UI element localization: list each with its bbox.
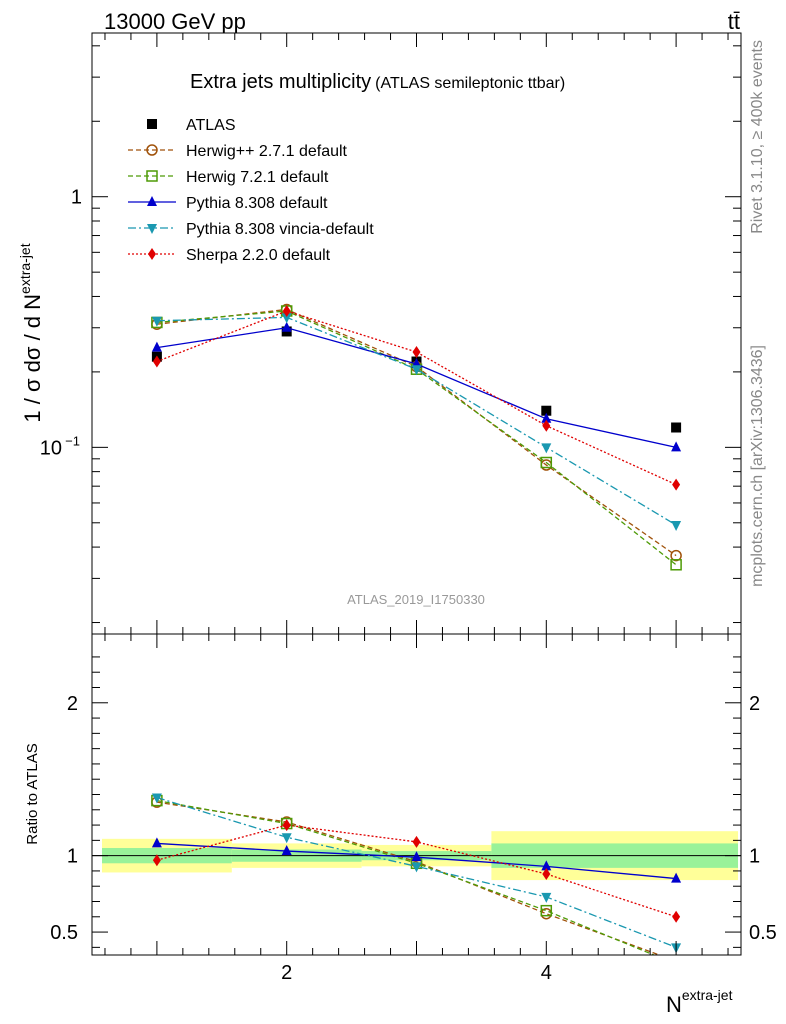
ratio-series-line [156, 801, 662, 955]
data-point [281, 321, 292, 332]
main-y-axis-label: 1 / σ dσ / d Nextra-jet [17, 243, 45, 422]
ratio-plot: 2 4 0.5 0.5 1 1 2 2 [50, 633, 777, 984]
data-point [282, 304, 291, 317]
ratio-data-point [152, 854, 161, 867]
legend-entry: Sherpa 2.2.0 default [128, 247, 331, 264]
legend-label: Herwig 7.2.1 default [186, 169, 329, 186]
ratio-data-point [282, 819, 291, 832]
data-point [671, 520, 682, 531]
legend-label: ATLAS [186, 117, 236, 134]
ratio-y-tick-label-right: 1 [749, 846, 760, 868]
svg-text:1 / σ dσ / d Nextra-jet: 1 / σ dσ / d Nextra-jet [17, 243, 45, 422]
ratio-y-tick-label: 0.5 [50, 922, 78, 944]
series-line [156, 310, 677, 486]
data-point [281, 313, 292, 324]
ratio-data-point [671, 872, 682, 883]
ratio-data-point [540, 904, 553, 917]
legend-marker [147, 196, 157, 206]
legend-label: Sherpa 2.2.0 default [186, 247, 331, 264]
chart-title: Extra jets multiplicity (ATLAS semilepton… [190, 71, 565, 93]
data-point [541, 405, 552, 416]
data-point [412, 346, 421, 359]
legend-label: Herwig++ 2.7.1 default [186, 143, 348, 160]
data-point [541, 412, 552, 423]
legend-marker [147, 224, 157, 234]
ratio-y-tick-label: 1 [67, 846, 78, 868]
process-label: tt̄ [728, 9, 740, 34]
x-axis-sup: extra-jet [682, 987, 733, 1003]
legend: ATLAS Herwig++ 2.7.1 default Herwig 7.2.1 … [128, 117, 374, 264]
legend-entry: Pythia 8.308 default [128, 195, 328, 212]
legend-entry: Pythia 8.308 vincia-default [128, 221, 374, 238]
ratio-data-point [411, 862, 422, 873]
data-point [541, 443, 552, 454]
data-point [540, 456, 553, 469]
data-point [671, 441, 682, 452]
main-plot: 1 10 −1 [40, 32, 742, 635]
data-point [152, 355, 161, 368]
ratio-data-point [281, 845, 292, 856]
data-point [411, 365, 422, 376]
series-5 [152, 304, 681, 491]
data-point [671, 422, 682, 433]
legend-entry: Herwig++ 2.7.1 default [128, 143, 348, 160]
data-point [670, 559, 682, 571]
data-point [542, 419, 551, 432]
ratio-series-4 [152, 819, 681, 923]
ratio-data-point [281, 833, 292, 844]
chart-title-main: Extra jets multiplicity [190, 71, 371, 93]
ratio-data-point [151, 837, 162, 848]
ratio-data-point [540, 907, 553, 920]
ratio-y-axis-label: Ratio to ATLAS [24, 743, 41, 844]
main-y-tick-label: 10 [40, 437, 62, 459]
data-point [672, 478, 681, 491]
ratio-data-point [151, 793, 162, 804]
data-point [670, 549, 682, 562]
series-4 [151, 313, 682, 531]
data-point [151, 341, 162, 352]
legend-marker [146, 170, 158, 182]
ratio-data-point [542, 867, 551, 880]
mcplots-label: mcplots.cern.ch [arXiv:1306.3436] [749, 345, 766, 587]
main-y-tick-label: 1 [71, 187, 82, 209]
analysis-watermark: ATLAS_2019_I1750330 [347, 592, 485, 607]
ratio-series-line [156, 799, 656, 955]
ratio-data-point [412, 835, 421, 848]
legend-marker [148, 248, 156, 260]
ratio-series-2 [151, 837, 682, 883]
series-line [156, 316, 677, 526]
legend-entry: Herwig 7.2.1 default [128, 169, 329, 186]
main-y-tick-label-exponent: −1 [65, 433, 80, 448]
legend-marker [146, 144, 158, 156]
ratio-data-point [541, 860, 552, 871]
data-point [151, 316, 162, 327]
legend-marker [147, 119, 157, 129]
series-0 [151, 326, 682, 433]
main-y-axis-sup: extra-jet [17, 243, 33, 294]
ratio-data-point [541, 892, 552, 903]
energy-label: 13000 GeV pp [104, 9, 246, 34]
ratio-x-tick-label: 2 [281, 962, 292, 984]
series-line [156, 327, 677, 448]
rivet-label: Rivet 3.1.10, ≥ 400k events [749, 40, 766, 234]
x-axis-title: N [666, 992, 682, 1017]
series-1 [151, 303, 682, 562]
main-y-axis-title: 1 / σ dσ / d N [20, 294, 45, 423]
ratio-data-point [672, 910, 681, 923]
ratio-frame [91, 633, 742, 956]
ratio-data-point [411, 851, 422, 862]
legend-label: Pythia 8.308 vincia-default [186, 221, 374, 238]
ratio-y-tick-label-right: 0.5 [749, 922, 777, 944]
ratio-x-tick-label: 4 [541, 962, 552, 984]
ratio-y-tick-label: 2 [67, 693, 78, 715]
legend-entry: ATLAS [147, 117, 236, 134]
chart-subtitle: (ATLAS semileptonic ttbar) [375, 75, 565, 92]
series-2 [151, 305, 682, 571]
series-3 [151, 321, 682, 452]
ratio-y-tick-label-right: 2 [749, 693, 760, 715]
x-axis-label: Nextra-jet [666, 987, 733, 1017]
legend-label: Pythia 8.308 default [186, 195, 328, 212]
